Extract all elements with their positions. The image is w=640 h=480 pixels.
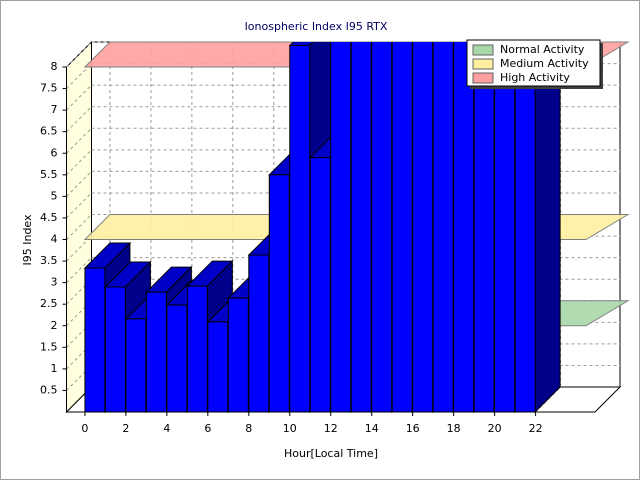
bar <box>453 42 475 413</box>
bar <box>391 42 413 413</box>
y-tick-label: 7 <box>51 103 58 116</box>
x-tick-label: 2 <box>122 422 129 435</box>
bar <box>371 42 393 413</box>
bar <box>350 42 372 413</box>
bar <box>125 318 147 413</box>
x-tick-label: 20 <box>488 422 502 435</box>
bar <box>473 42 495 413</box>
y-tick-label: 8 <box>51 60 58 73</box>
x-axis-label: Hour[Local Time] <box>284 447 378 460</box>
x-tick-label: 12 <box>324 422 338 435</box>
x-tick-label: 0 <box>81 422 88 435</box>
y-tick-label: 0.5 <box>40 383 58 396</box>
legend-label: Medium Activity <box>500 57 589 70</box>
y-tick-label: 2.5 <box>40 297 58 310</box>
y-tick-label: 4 <box>51 233 58 246</box>
bar <box>84 267 106 413</box>
x-tick-label: 8 <box>245 422 252 435</box>
x-tick-label: 4 <box>163 422 170 435</box>
legend-label: High Activity <box>500 71 570 84</box>
bar <box>145 291 167 413</box>
bar <box>494 42 516 413</box>
x-tick-label: 10 <box>283 422 297 435</box>
bar <box>227 297 249 413</box>
legend-label: Normal Activity <box>500 43 585 56</box>
y-tick-label: 1 <box>51 362 58 375</box>
bar <box>289 44 311 413</box>
y-tick-label: 7.5 <box>40 82 58 95</box>
x-tick-label: 16 <box>406 422 420 435</box>
bar <box>432 42 454 413</box>
y-tick-label: 4.5 <box>40 211 58 224</box>
y-tick-label: 6 <box>51 146 58 159</box>
bar <box>309 157 331 413</box>
chart-title: Ionospheric Index I95 RTX <box>245 20 388 33</box>
x-tick-label: 22 <box>529 422 543 435</box>
y-tick-label: 5.5 <box>40 168 58 181</box>
bar <box>207 321 229 413</box>
y-tick-label: 2 <box>51 319 58 332</box>
y-tick-label: 1.5 <box>40 340 58 353</box>
bar <box>166 304 188 413</box>
bars <box>83 42 561 414</box>
bar <box>248 254 270 413</box>
legend-swatch <box>472 72 494 84</box>
y-tick-label: 3 <box>51 276 58 289</box>
legend-swatch <box>472 58 494 70</box>
bar <box>330 42 352 413</box>
bar <box>514 42 536 413</box>
x-tick-label: 14 <box>365 422 379 435</box>
y-tick-label: 3.5 <box>40 254 58 267</box>
legend-swatch <box>472 44 494 56</box>
y-tick-label: 6.5 <box>40 125 58 138</box>
bar <box>104 286 126 413</box>
y-axis-label: I95 Index <box>21 214 34 266</box>
y-tick-label: 5 <box>51 189 58 202</box>
plot: 0.5 1 1.5 2 2.5 3 3.5 4 4.5 5 5.5 6 6.5 7 7.5 8 0 2 4 6 8 10 1… <box>40 40 630 435</box>
x-tick-label: 6 <box>204 422 211 435</box>
bar <box>268 174 290 413</box>
x-tick-label: 18 <box>447 422 461 435</box>
bar <box>186 285 208 413</box>
bar <box>412 42 434 413</box>
